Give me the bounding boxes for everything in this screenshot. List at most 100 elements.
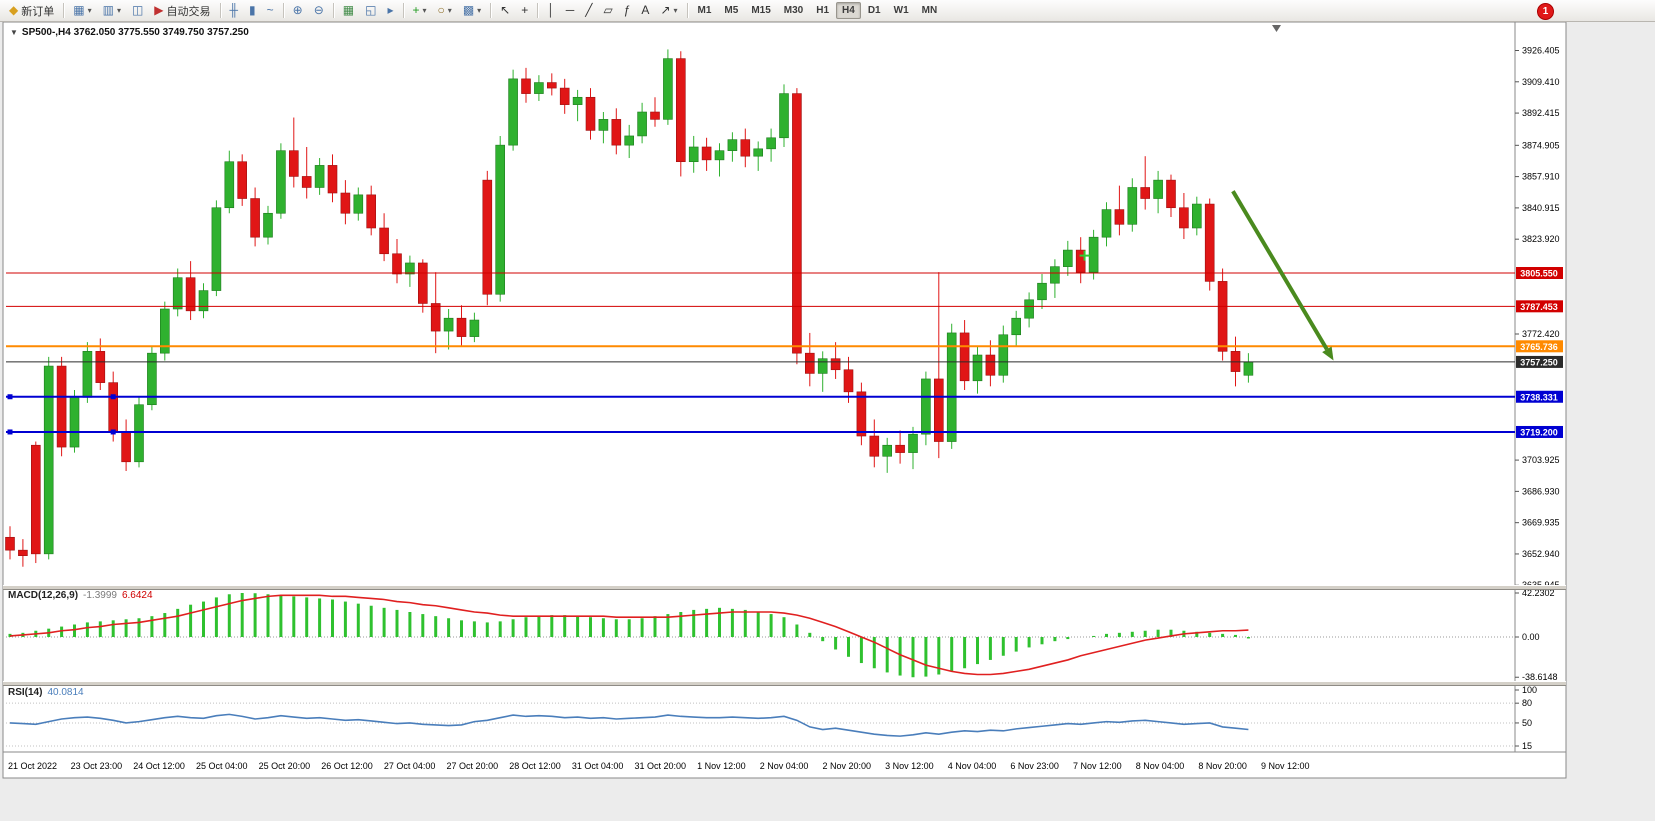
- horizontal-line-3806[interactable]: 3805.550: [6, 267, 1563, 279]
- bar-chart-type-button[interactable]: ╫: [225, 1, 244, 20]
- timeframe-button-H1[interactable]: H1: [816, 5, 830, 16]
- zoom-in-button[interactable]: ⊕: [288, 1, 308, 20]
- panel-splitter[interactable]: [3, 681, 1566, 686]
- timeframe-button-W1[interactable]: W1: [893, 5, 909, 16]
- svg-text:3787.453: 3787.453: [1520, 302, 1558, 312]
- notifications-badge[interactable]: 1: [1537, 3, 1554, 20]
- cascade-windows-button[interactable]: ◱: [360, 1, 381, 20]
- svg-text:2 Nov 20:00: 2 Nov 20:00: [822, 761, 871, 771]
- svg-text:2 Nov 04:00: 2 Nov 04:00: [760, 761, 809, 771]
- toolbar-separator: [402, 3, 404, 18]
- line-handle[interactable]: [7, 429, 13, 435]
- toolbar-separator: [219, 3, 221, 18]
- line-handle[interactable]: [110, 429, 116, 435]
- current-price-line: 3757.250: [6, 355, 1563, 368]
- timeframe-button-D1[interactable]: D1: [867, 5, 881, 16]
- chart-background: [2, 21, 1567, 779]
- candlestick-series: [5, 49, 1254, 567]
- ohlc-values: 3762.050 3775.550 3749.750 3757.250: [73, 27, 249, 38]
- macd-indicator-label: MACD(12,26,9) -1.3999 6.6424: [8, 590, 153, 601]
- svg-text:15: 15: [1522, 741, 1532, 751]
- svg-text:3892.415: 3892.415: [1522, 108, 1560, 118]
- timeframe-button-M1[interactable]: M1: [697, 5, 712, 16]
- text-label-button[interactable]: A: [636, 1, 654, 20]
- toolbar-separator: [332, 3, 334, 18]
- svg-text:42.2302: 42.2302: [1522, 588, 1555, 598]
- data-window-button[interactable]: ◫: [127, 1, 148, 20]
- tile-windows-icon: ▦: [342, 3, 355, 17]
- chevron-down-icon: ▾: [422, 6, 427, 15]
- new-order-icon: ◆: [9, 3, 19, 17]
- macd-signal-value: 6.6424: [121, 590, 153, 601]
- fibonacci-button[interactable]: ƒ: [619, 1, 636, 20]
- crosshair-button[interactable]: +: [516, 1, 533, 20]
- line-chart-type-button[interactable]: ~: [262, 1, 279, 20]
- autotrading-button[interactable]: ▶ 自动交易: [149, 1, 215, 20]
- timeframe-button-M5[interactable]: M5: [724, 5, 739, 16]
- data-window-icon: ◫: [131, 3, 144, 17]
- crosshair-icon: +: [521, 3, 529, 17]
- tile-windows-button[interactable]: ▦: [338, 1, 359, 20]
- svg-text:50: 50: [1522, 718, 1532, 728]
- cursor-button[interactable]: ↖: [495, 1, 515, 20]
- svg-text:6 Nov 23:00: 6 Nov 23:00: [1010, 761, 1059, 771]
- line-handle[interactable]: [7, 394, 13, 400]
- profiles-button[interactable]: ▥ ▾: [98, 1, 126, 20]
- timeframe-button-H4[interactable]: H4: [836, 2, 861, 19]
- new-chart-button[interactable]: ▦ ▾: [68, 1, 96, 20]
- indicators-button[interactable]: + ▾: [408, 1, 432, 20]
- time-axis[interactable]: 21 Oct 2022 23 Oct 23:00 24 Oct 12:00 25 Oc…: [8, 761, 1310, 771]
- svg-text:27 Oct 20:00: 27 Oct 20:00: [447, 761, 499, 771]
- horizontal-line-3766[interactable]: 3765.736: [6, 340, 1563, 353]
- rsi-value: 40.0814: [47, 687, 84, 698]
- main-toolbar: ◆ 新订单 ▦ ▾ ▥ ▾ ◫ ▶ 自动交易 ╫ ▮ ~ ⊕ ⊖ ▦ ◱ ▸ + ▾ ○ ▾ ▩ ▾ ↖ + │ ─ ╱ ▱ ƒ A ↗ ▾ M1…: [0, 0, 1655, 22]
- chart-shift-button[interactable]: ▸: [382, 1, 398, 20]
- vertical-line-button[interactable]: │: [542, 1, 560, 20]
- bar-chart-type-icon: ╫: [229, 3, 239, 17]
- periods-button[interactable]: ○ ▾: [433, 1, 457, 20]
- svg-text:3686.930: 3686.930: [1522, 486, 1560, 496]
- svg-text:31 Oct 20:00: 31 Oct 20:00: [635, 761, 687, 771]
- svg-text:8 Nov 04:00: 8 Nov 04:00: [1136, 761, 1185, 771]
- chevron-down-icon: ▾: [673, 6, 678, 15]
- svg-text:4 Nov 04:00: 4 Nov 04:00: [948, 761, 997, 771]
- rsi-panel: 100 80 50 15: [6, 685, 1537, 751]
- svg-text:3805.550: 3805.550: [1520, 269, 1558, 279]
- horizontal-line-3738[interactable]: 3738.331: [6, 390, 1563, 403]
- svg-text:3 Nov 12:00: 3 Nov 12:00: [885, 761, 934, 771]
- channel-button[interactable]: ▱: [599, 1, 618, 20]
- candle-chart-type-button[interactable]: ▮: [244, 1, 261, 20]
- timeframe-button-M15[interactable]: M15: [751, 5, 771, 16]
- timeframe-button-M30[interactable]: M30: [783, 5, 804, 16]
- vertical-line-icon: │: [547, 3, 555, 17]
- svg-text:3874.905: 3874.905: [1522, 140, 1560, 150]
- svg-text:25 Oct 04:00: 25 Oct 04:00: [196, 761, 248, 771]
- timeframe-button-MN[interactable]: MN: [921, 5, 938, 16]
- toolbar-separator: [63, 3, 65, 18]
- horizontal-line-3719[interactable]: 3719.200: [6, 425, 1563, 438]
- horizontal-line-3787[interactable]: 3787.453: [6, 300, 1563, 313]
- autotrading-icon: ▶: [154, 3, 164, 17]
- templates-button[interactable]: ▩ ▾: [458, 1, 486, 20]
- svg-text:0.00: 0.00: [1522, 632, 1540, 642]
- svg-text:3765.736: 3765.736: [1520, 342, 1558, 352]
- toolbar-separator: [282, 3, 284, 18]
- new-order-button[interactable]: ◆ 新订单: [4, 1, 59, 20]
- indicators-icon: +: [412, 3, 420, 17]
- arrows-tool-button[interactable]: ↗ ▾: [655, 1, 682, 20]
- cross-marker[interactable]: [1079, 250, 1090, 261]
- templates-icon: ▩: [462, 3, 475, 17]
- chart-shift-marker[interactable]: [1272, 25, 1281, 32]
- symbol-period-label: SP500-,H4: [21, 27, 71, 38]
- svg-text:3738.331: 3738.331: [1520, 392, 1558, 402]
- zoom-out-button[interactable]: ⊖: [309, 1, 329, 20]
- line-handle[interactable]: [110, 394, 116, 400]
- trend-arrow-annotation[interactable]: [1231, 190, 1334, 361]
- horizontal-line-button[interactable]: ─: [561, 1, 580, 20]
- svg-text:-38.6148: -38.6148: [1522, 672, 1558, 682]
- trendline-button[interactable]: ╱: [580, 1, 597, 20]
- arrows-tool-icon: ↗: [660, 3, 671, 17]
- panel-splitter[interactable]: [3, 585, 1566, 590]
- one-click-trading-toggle[interactable]: ▼: [10, 28, 18, 37]
